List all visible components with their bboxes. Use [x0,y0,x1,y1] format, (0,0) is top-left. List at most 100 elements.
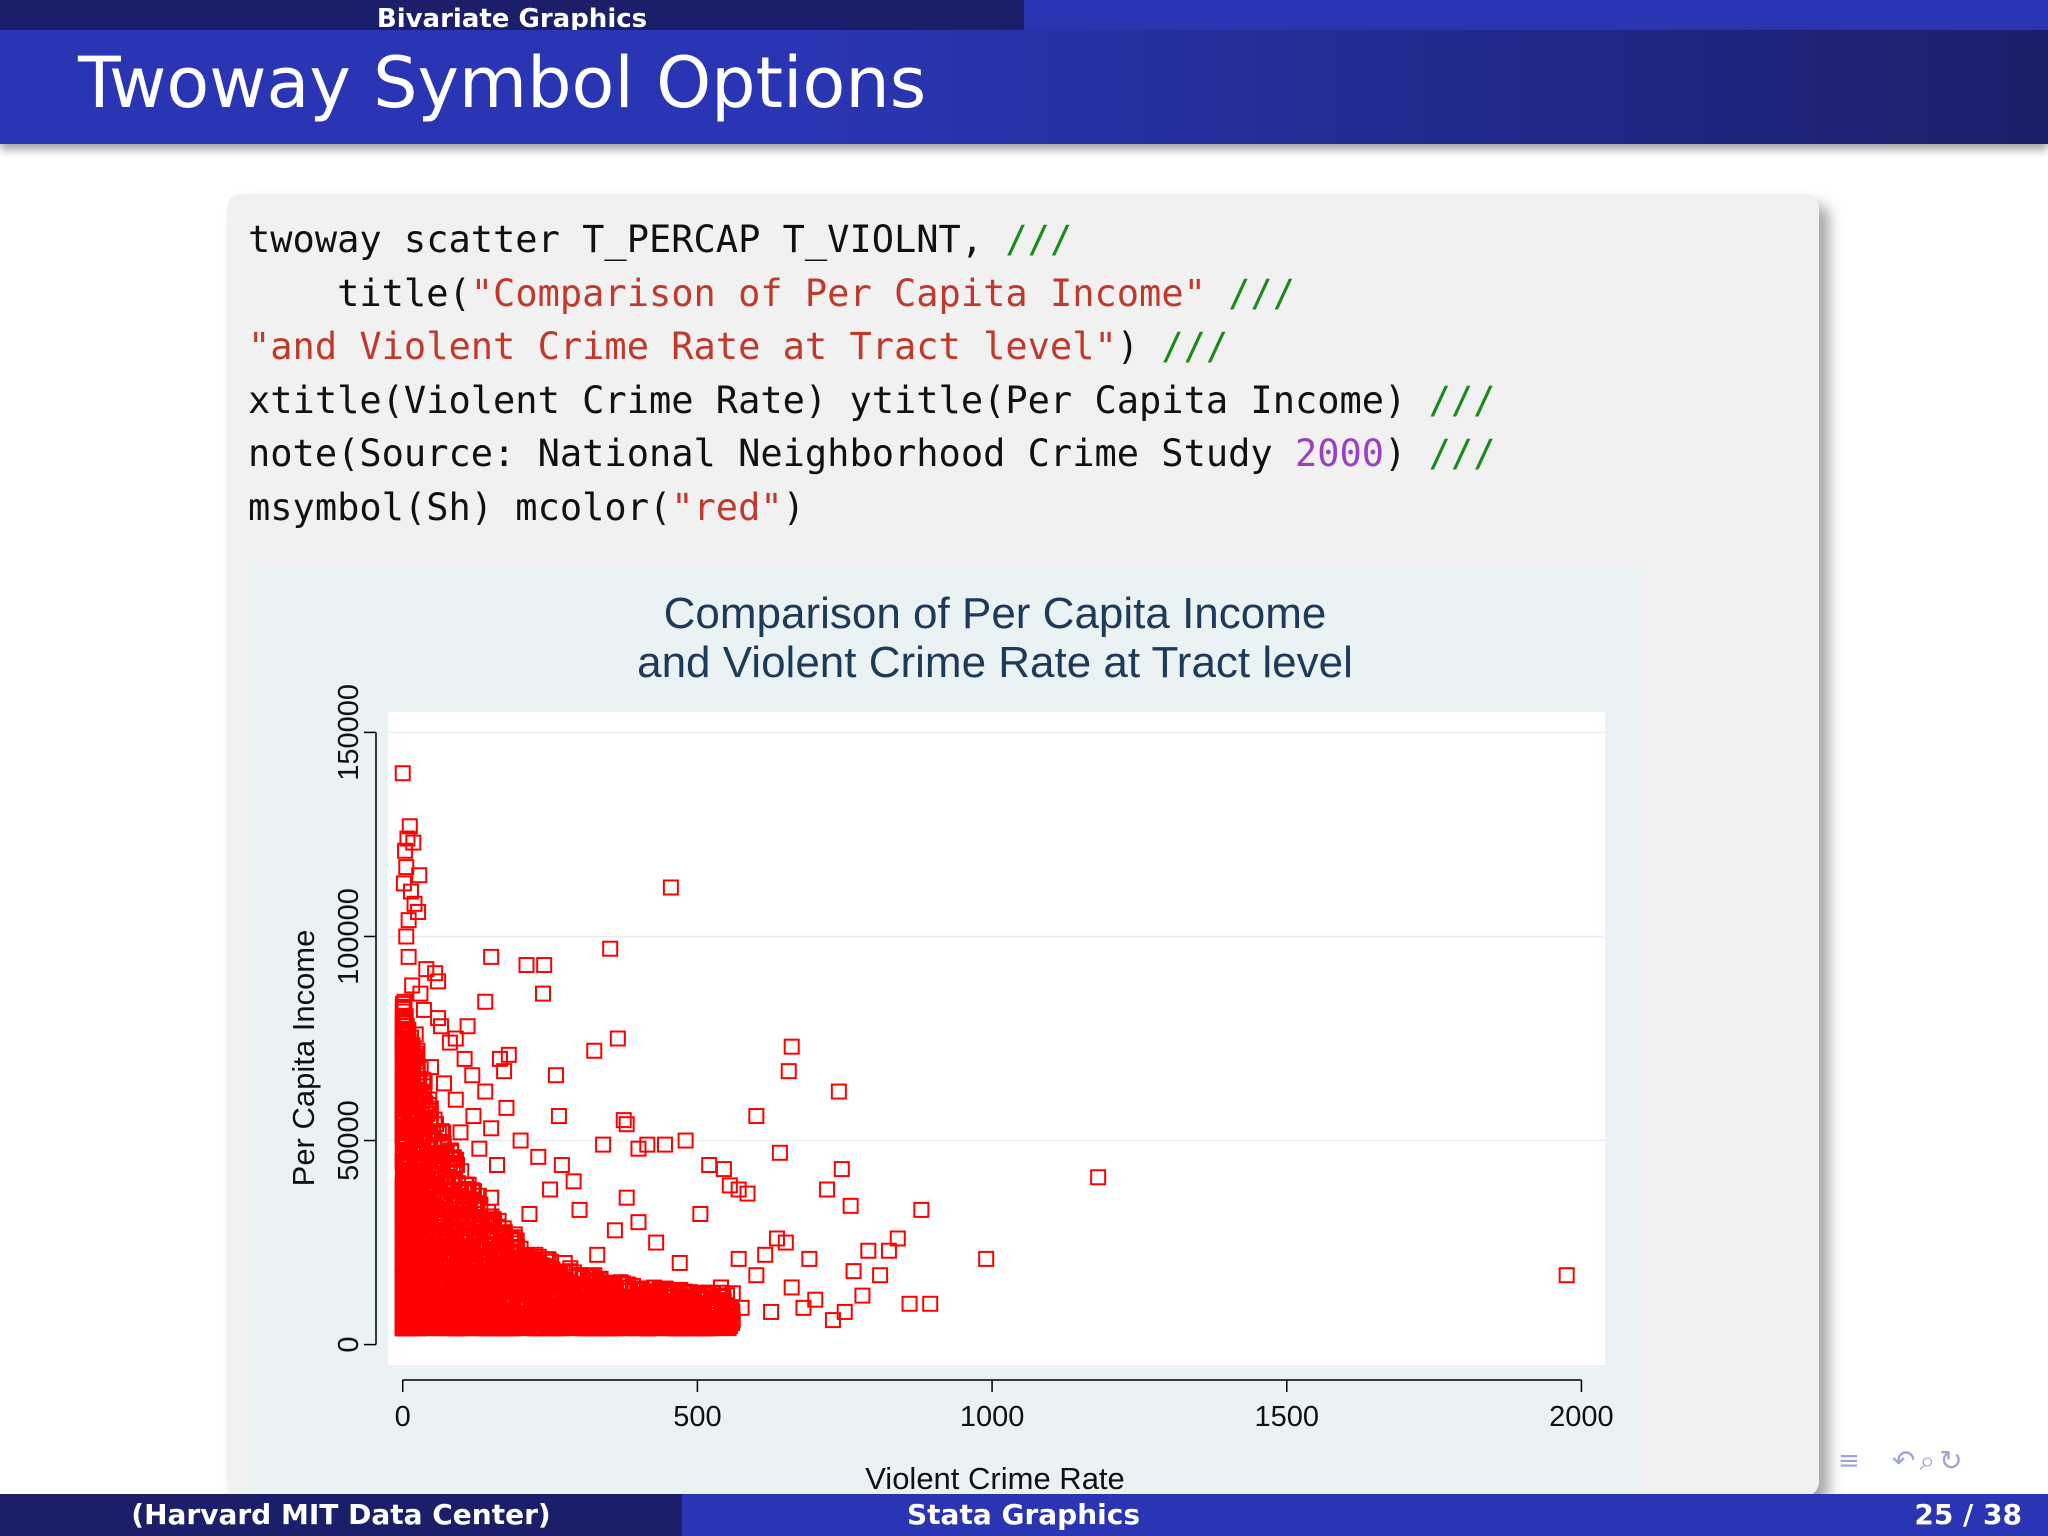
scatter-point [435,1075,452,1092]
scatter-point [476,1290,493,1307]
table-of-contents-icon[interactable]: ≡ [1838,1446,1860,1476]
stata-code-block: twoway scatter T_PERCAP T_VIOLNT, /// ti… [248,213,1495,534]
scatter-point [415,1001,432,1018]
scatter-point [547,1316,564,1333]
scatter-point [429,1242,446,1259]
scatter-point [1090,1169,1107,1186]
section-title[interactable]: Bivariate Graphics [0,0,1024,30]
scatter-point [457,1311,474,1328]
scatter-point [553,1157,570,1174]
scatter-point [571,1303,588,1320]
scatter-point [403,1303,420,1320]
scatter-point [406,1116,423,1133]
scatter-point [536,957,553,974]
scatter-point [449,1211,466,1228]
scatter-point [525,1320,542,1337]
scatter-point [648,1234,665,1251]
scatter-point [618,1189,635,1206]
scatter-point [630,1308,647,1325]
scatter-point [412,985,429,1002]
scatter-point [441,1263,458,1280]
scatter-point [615,1279,632,1296]
scatter-point [415,1132,432,1149]
scatter-point [467,1216,484,1233]
scatter-point [506,1226,523,1243]
scatter-point [398,859,415,876]
code-token: "red" [671,485,783,529]
scatter-point [430,1010,447,1027]
scatter-point [482,1318,499,1335]
scatter-point [394,1154,411,1171]
scatter-point [404,977,421,994]
scatter-point [395,1083,412,1100]
y-tick-label: 100000 [333,888,365,985]
scatter-point [677,1303,694,1320]
code-token: /// [1228,271,1295,315]
scatter-point [402,883,419,900]
scatter-point [442,1310,459,1327]
scatter-point [433,1018,450,1035]
scatter-point [845,1263,862,1280]
refresh-icon[interactable]: ↻ [1939,1444,1963,1477]
footer-short-title[interactable]: Stata Graphics [682,1494,1365,1536]
scatter-point [429,1146,446,1163]
scatter-point [396,993,413,1010]
scatter-point [558,1282,575,1299]
code-token: note(Source: National Neighborhood Crime… [248,432,1295,475]
scatter-point [397,1050,414,1067]
search-back-icon[interactable]: ↶ [1892,1444,1916,1477]
scatter-point [768,1230,785,1247]
scatter-point [441,1034,458,1051]
scatter-point [607,1281,624,1298]
scatter-point [656,1136,673,1153]
scatter-point [576,1283,593,1300]
scatter-point [483,1189,500,1206]
scatter-point [695,1291,712,1308]
scatter-point [406,1312,423,1329]
scatter-point [880,1242,897,1259]
scatter-point [571,1291,588,1308]
scatter-point [491,1050,508,1067]
scatter-point [498,1099,515,1116]
footer-author[interactable]: (Harvard MIT Data Center) [0,1494,682,1536]
scatter-point [418,961,435,978]
scatter-point [719,1316,736,1333]
scatter-point [733,1299,750,1316]
code-token: msymbol(Sh) mcolor( [248,485,672,529]
scatter-point [842,1197,859,1214]
scatter-point [499,1274,516,1291]
scatter-point [662,879,679,896]
scatter-point [399,1099,416,1116]
scatter-point [410,903,427,920]
data-points [394,765,1575,1337]
scatter-point [395,1013,412,1030]
code-token: /// [1428,378,1496,422]
scatter-point [500,1046,517,1063]
scatter-point [396,1022,413,1039]
scatter-chart: Comparison of Per Capita Income and Viol… [248,565,1643,1496]
code-token: title( [248,271,471,315]
code-token: 2000 [1294,432,1385,475]
search-icon[interactable]: ⌕ [1919,1444,1936,1477]
scatter-point [406,895,423,912]
scatter-point [456,1050,473,1067]
scatter-point [512,1310,529,1327]
scatter-point [692,1320,709,1337]
scatter-point [611,1317,628,1334]
scatter-point [410,1140,427,1157]
scatter-point [530,1148,547,1165]
scatter-point [807,1291,824,1308]
frame-title: Twoway Symbol Options [78,42,927,124]
scatter-point [724,1312,741,1329]
scatter-point [421,1148,438,1165]
scatter-point [394,765,411,782]
x-tick-label: 1000 [960,1401,1025,1433]
scatter-point [496,1063,513,1080]
scatter-point [460,1283,477,1300]
scatter-point [680,1316,697,1333]
scatter-point [486,1214,503,1231]
chart-title: Comparison of Per Capita Income [664,589,1327,638]
scatter-point [655,1292,672,1309]
scatter-point [399,830,416,847]
scatter-point [448,1156,465,1173]
